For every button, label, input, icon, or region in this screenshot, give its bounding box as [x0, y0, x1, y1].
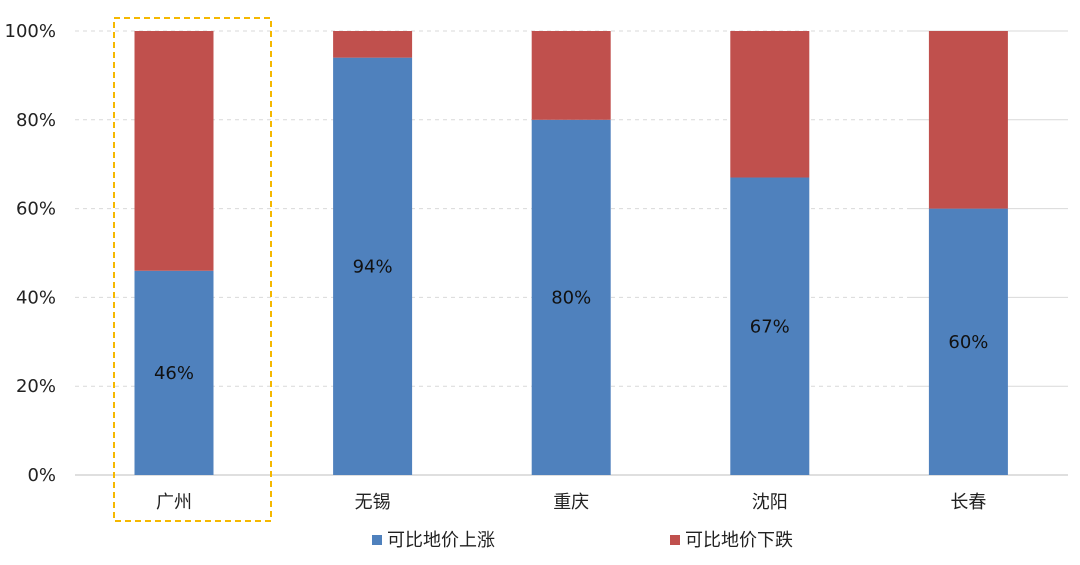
y-tick-label: 100%	[5, 21, 56, 42]
y-tick-label: 20%	[16, 376, 56, 397]
bar-fall	[928, 31, 1008, 209]
bar-fall	[333, 31, 413, 58]
data-label: 46%	[154, 363, 194, 384]
bar-fall	[134, 31, 214, 271]
bar-rise	[531, 119, 611, 476]
bar-rise	[730, 177, 810, 475]
bar-rise	[928, 208, 1008, 475]
data-label: 94%	[353, 256, 393, 277]
y-tick-label: 80%	[16, 110, 56, 131]
bar-fall	[531, 31, 611, 120]
y-tick-label: 40%	[16, 287, 56, 308]
bar-fall	[730, 31, 810, 178]
category-label: 广州	[156, 492, 192, 513]
legend-label: 可比地价上涨	[387, 530, 495, 551]
data-label: 67%	[750, 316, 790, 337]
category-label: 长春	[950, 492, 986, 513]
category-label: 重庆	[553, 492, 589, 513]
y-tick-label: 60%	[16, 199, 56, 220]
bar-rise	[134, 270, 214, 475]
legend-swatch	[670, 535, 680, 545]
bar-rise	[333, 57, 413, 475]
category-label: 沈阳	[752, 492, 788, 513]
data-label: 80%	[551, 287, 591, 308]
category-label: 无锡	[355, 492, 391, 513]
legend-label: 可比地价下跌	[685, 530, 793, 551]
y-tick-label: 0%	[27, 465, 56, 486]
data-label: 60%	[948, 332, 988, 353]
legend-swatch	[372, 535, 382, 545]
